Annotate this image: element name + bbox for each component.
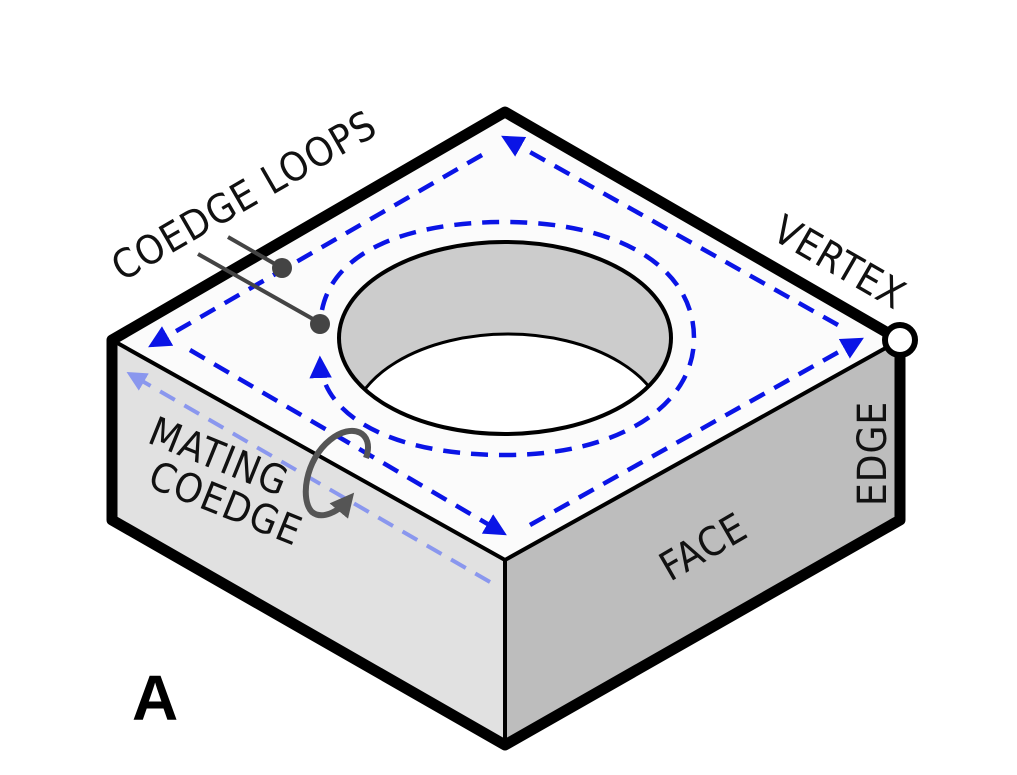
left-face [112, 340, 505, 745]
coedge-loops-leaders [197, 235, 330, 334]
outer-coedge-loop [148, 135, 864, 536]
top-front-edges [111, 338, 901, 563]
coedge-top-right [501, 135, 840, 327]
coedge-top-left [148, 153, 484, 348]
inner-coedge-loop [309, 219, 697, 458]
panel-letter: A [132, 662, 178, 734]
leader-dot-inner [310, 314, 330, 334]
block-outline [106, 106, 906, 751]
leader-dot-outer [272, 258, 292, 278]
vertex-marker [882, 322, 918, 358]
coedge-front-left [188, 348, 507, 536]
coedge-front-right [528, 337, 864, 527]
right-face [505, 340, 900, 745]
label-edge: EDGE [850, 401, 896, 506]
rotation-arrow [302, 428, 371, 519]
